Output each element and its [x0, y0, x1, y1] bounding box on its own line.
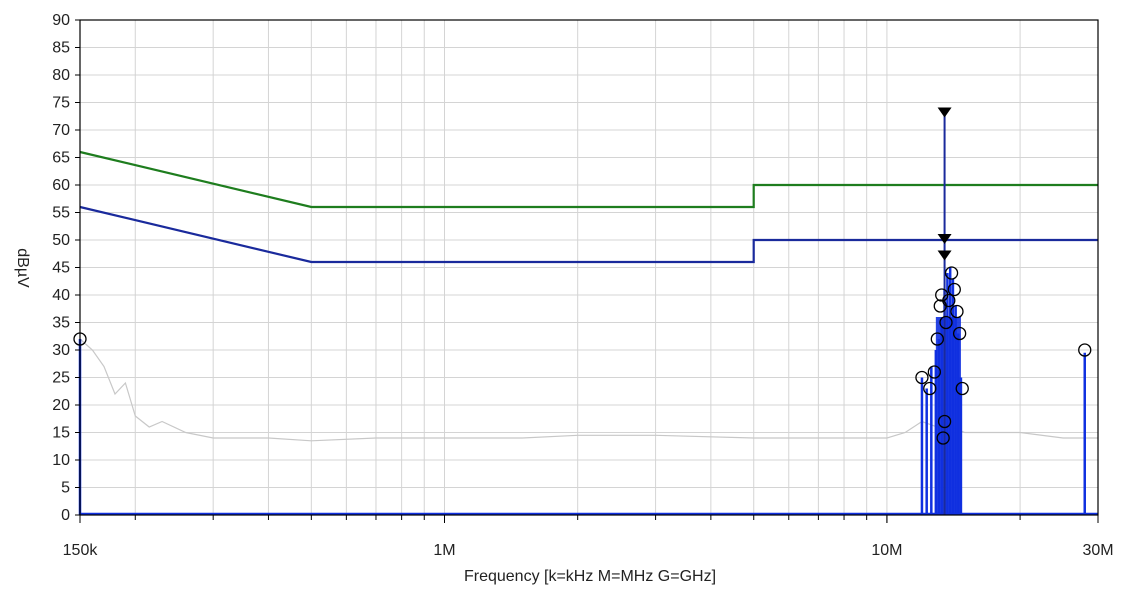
y-tick-label: 20	[52, 397, 70, 414]
measurement-marker	[930, 332, 944, 346]
y-tick-label: 5	[61, 480, 70, 497]
measurement-marker	[937, 414, 952, 429]
y-axis-title: dBµV	[14, 248, 31, 288]
y-tick-label: 40	[52, 287, 70, 304]
axis-layer: 0 5 10 15 20 25 30 35 40 45 50 55 60 65 70 75 80 85 90 150k…	[52, 12, 1113, 559]
measurement-marker	[952, 326, 967, 341]
y-tick-label: 90	[52, 12, 70, 29]
y-tick-label: 75	[52, 95, 70, 112]
measurement-marker	[939, 315, 953, 330]
series-quasi_peak_limit	[79, 150, 1098, 209]
measurement-marker	[923, 381, 937, 396]
y-tick-label: 85	[52, 40, 70, 57]
measurement-marker	[955, 381, 969, 396]
x-tick-label: 10M	[871, 542, 902, 559]
y-tick-label: 30	[52, 342, 70, 359]
y-tick-label: 50	[52, 232, 70, 249]
peak-triangle-marker	[937, 250, 952, 261]
peak-triangle-marker	[937, 107, 952, 118]
measurement-marker	[915, 370, 929, 385]
emission-layer	[78, 267, 1098, 516]
y-tick-label: 10	[52, 452, 70, 469]
series-average_limit	[79, 205, 1098, 264]
y-tick-label: 55	[52, 205, 70, 222]
marker-layer	[73, 107, 1092, 515]
emission-cluster	[935, 317, 961, 515]
x-tick-label: 1M	[433, 542, 455, 559]
y-tick-label: 35	[52, 315, 70, 332]
measurement-marker	[927, 365, 941, 379]
y-tick-label: 0	[61, 507, 70, 524]
y-tick-label: 15	[52, 425, 70, 442]
y-tick-label: 80	[52, 67, 70, 84]
x-axis-title: Frequency [k=kHz M=MHz G=GHz]	[464, 568, 716, 585]
measurement-marker	[942, 293, 956, 308]
y-tick-label: 65	[52, 150, 70, 167]
peak-triangle-marker	[937, 234, 952, 244]
y-tick-label: 45	[52, 260, 70, 277]
measurement-marker	[950, 304, 964, 319]
measurement-marker	[936, 431, 950, 445]
measurement-marker	[1078, 343, 1092, 357]
y-tick-label: 25	[52, 370, 70, 387]
x-tick-label: 30M	[1082, 542, 1113, 559]
y-tick-label: 70	[52, 122, 70, 139]
y-tick-label: 60	[52, 177, 70, 194]
x-tick-label: 150k	[63, 542, 99, 559]
measurement-marker	[944, 266, 959, 280]
measurement-marker	[947, 282, 961, 297]
